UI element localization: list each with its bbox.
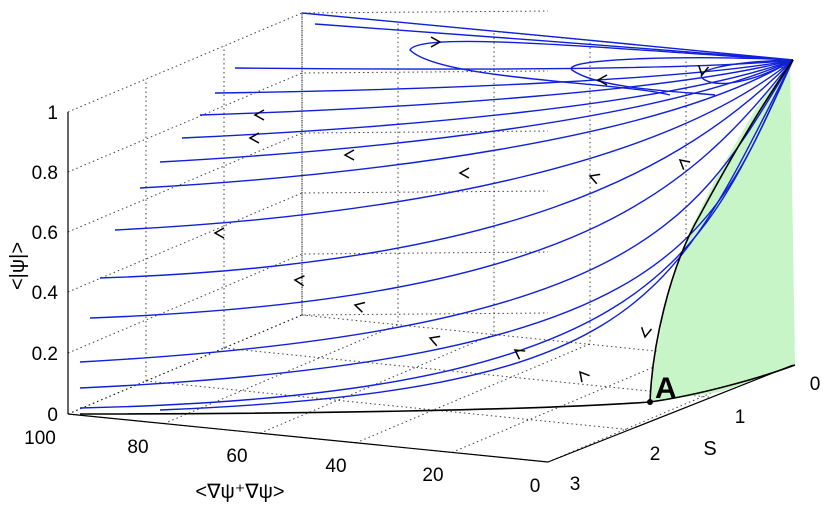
- flow-arrow: [513, 349, 526, 360]
- y-tick-label: 1: [735, 407, 746, 428]
- z-tick-label: 1: [47, 103, 58, 124]
- z-axis-label: <|ψ|>: [7, 242, 29, 290]
- trajectory-line: [159, 59, 794, 163]
- grid-line-x-4: [451, 52, 687, 453]
- point-a-label: A: [655, 372, 677, 405]
- grid-line-x-1: [163, 23, 399, 425]
- trajectory-line: [89, 59, 794, 319]
- grid-line-s-1: [145, 79, 630, 431]
- x-tick-label: 60: [226, 446, 247, 467]
- z-tick-label: 0.6: [32, 223, 58, 244]
- grid-line-x-3: [355, 42, 591, 444]
- trajectory-line: [181, 59, 794, 139]
- trajectory-line: [199, 59, 794, 116]
- grid-line-x-2: [259, 33, 495, 434]
- x-tick-labels: 100 80 60 40 20 0: [24, 428, 540, 497]
- grid-line-z-5: [67, 10, 549, 113]
- green-lower-edge: [649, 364, 796, 403]
- trajectory-line: [409, 40, 794, 96]
- flow-arrow: [430, 36, 442, 48]
- x-tick-label: 40: [325, 456, 346, 477]
- point-a-marker: [647, 399, 653, 405]
- flow-arrow: [678, 159, 691, 170]
- trajectory-line: [139, 59, 794, 189]
- trajectory-line: [314, 23, 794, 61]
- flow-arrow: [293, 275, 305, 287]
- flow-arrow: [596, 74, 608, 86]
- trajectories: [79, 12, 794, 411]
- grid-line-x-0: [67, 14, 303, 415]
- flow-arrow: [428, 335, 441, 347]
- bottom-boundary-curve: [79, 401, 651, 415]
- y-axis-label: S: [703, 438, 716, 460]
- z-tick-labels: 0 0.2 0.4 0.6 0.8 1: [32, 103, 59, 426]
- y-tick-label: 2: [650, 444, 661, 465]
- flow-arrow: [458, 167, 470, 179]
- flow-arrow: [248, 132, 260, 144]
- trajectory-line: [79, 59, 794, 363]
- trajectory-line: [301, 12, 794, 61]
- axes: [67, 112, 794, 463]
- y-tick-labels: 0 1 2 3: [570, 374, 821, 495]
- stable-boundary-curve: [649, 59, 794, 403]
- flow-arrow: [697, 65, 710, 77]
- z-tick-label: 0.4: [32, 283, 59, 304]
- trajectory-line: [114, 59, 794, 231]
- x-tick-label: 0: [530, 476, 541, 497]
- x-tick-label: 80: [127, 437, 148, 458]
- grid-line-z-3: [67, 130, 549, 233]
- z-tick-label: 0.2: [32, 344, 58, 365]
- y-tick-label: 0: [810, 374, 821, 395]
- flow-arrow: [588, 173, 601, 185]
- x-tick-label: 100: [24, 428, 56, 449]
- flow-arrow: [253, 109, 265, 121]
- grid-line-z-1: [67, 251, 549, 354]
- green-region: [650, 60, 795, 402]
- y-axis-line: [547, 364, 794, 463]
- grid-line-s-2: [223, 46, 712, 398]
- z-tick-label: 0.8: [32, 163, 58, 184]
- flow-arrow: [213, 227, 225, 239]
- direction-arrows: [213, 36, 710, 383]
- flow-arrow: [640, 327, 653, 339]
- flow-arrow: [579, 370, 590, 383]
- x-axis-label: <∇ψ⁺∇ψ>: [195, 481, 284, 503]
- trajectory-line: [234, 59, 794, 70]
- flow-arrow: [343, 149, 355, 161]
- trajectory-line: [214, 59, 794, 94]
- flow-arrow: [353, 301, 366, 313]
- y-tick-label: 3: [570, 474, 581, 495]
- x-tick-label: 20: [422, 465, 443, 486]
- trajectory-line: [99, 59, 794, 279]
- z-tick-label: 0: [47, 405, 58, 426]
- trajectory-line: [159, 59, 794, 411]
- trajectory-line: [79, 59, 794, 409]
- x-axis-line: [67, 413, 549, 463]
